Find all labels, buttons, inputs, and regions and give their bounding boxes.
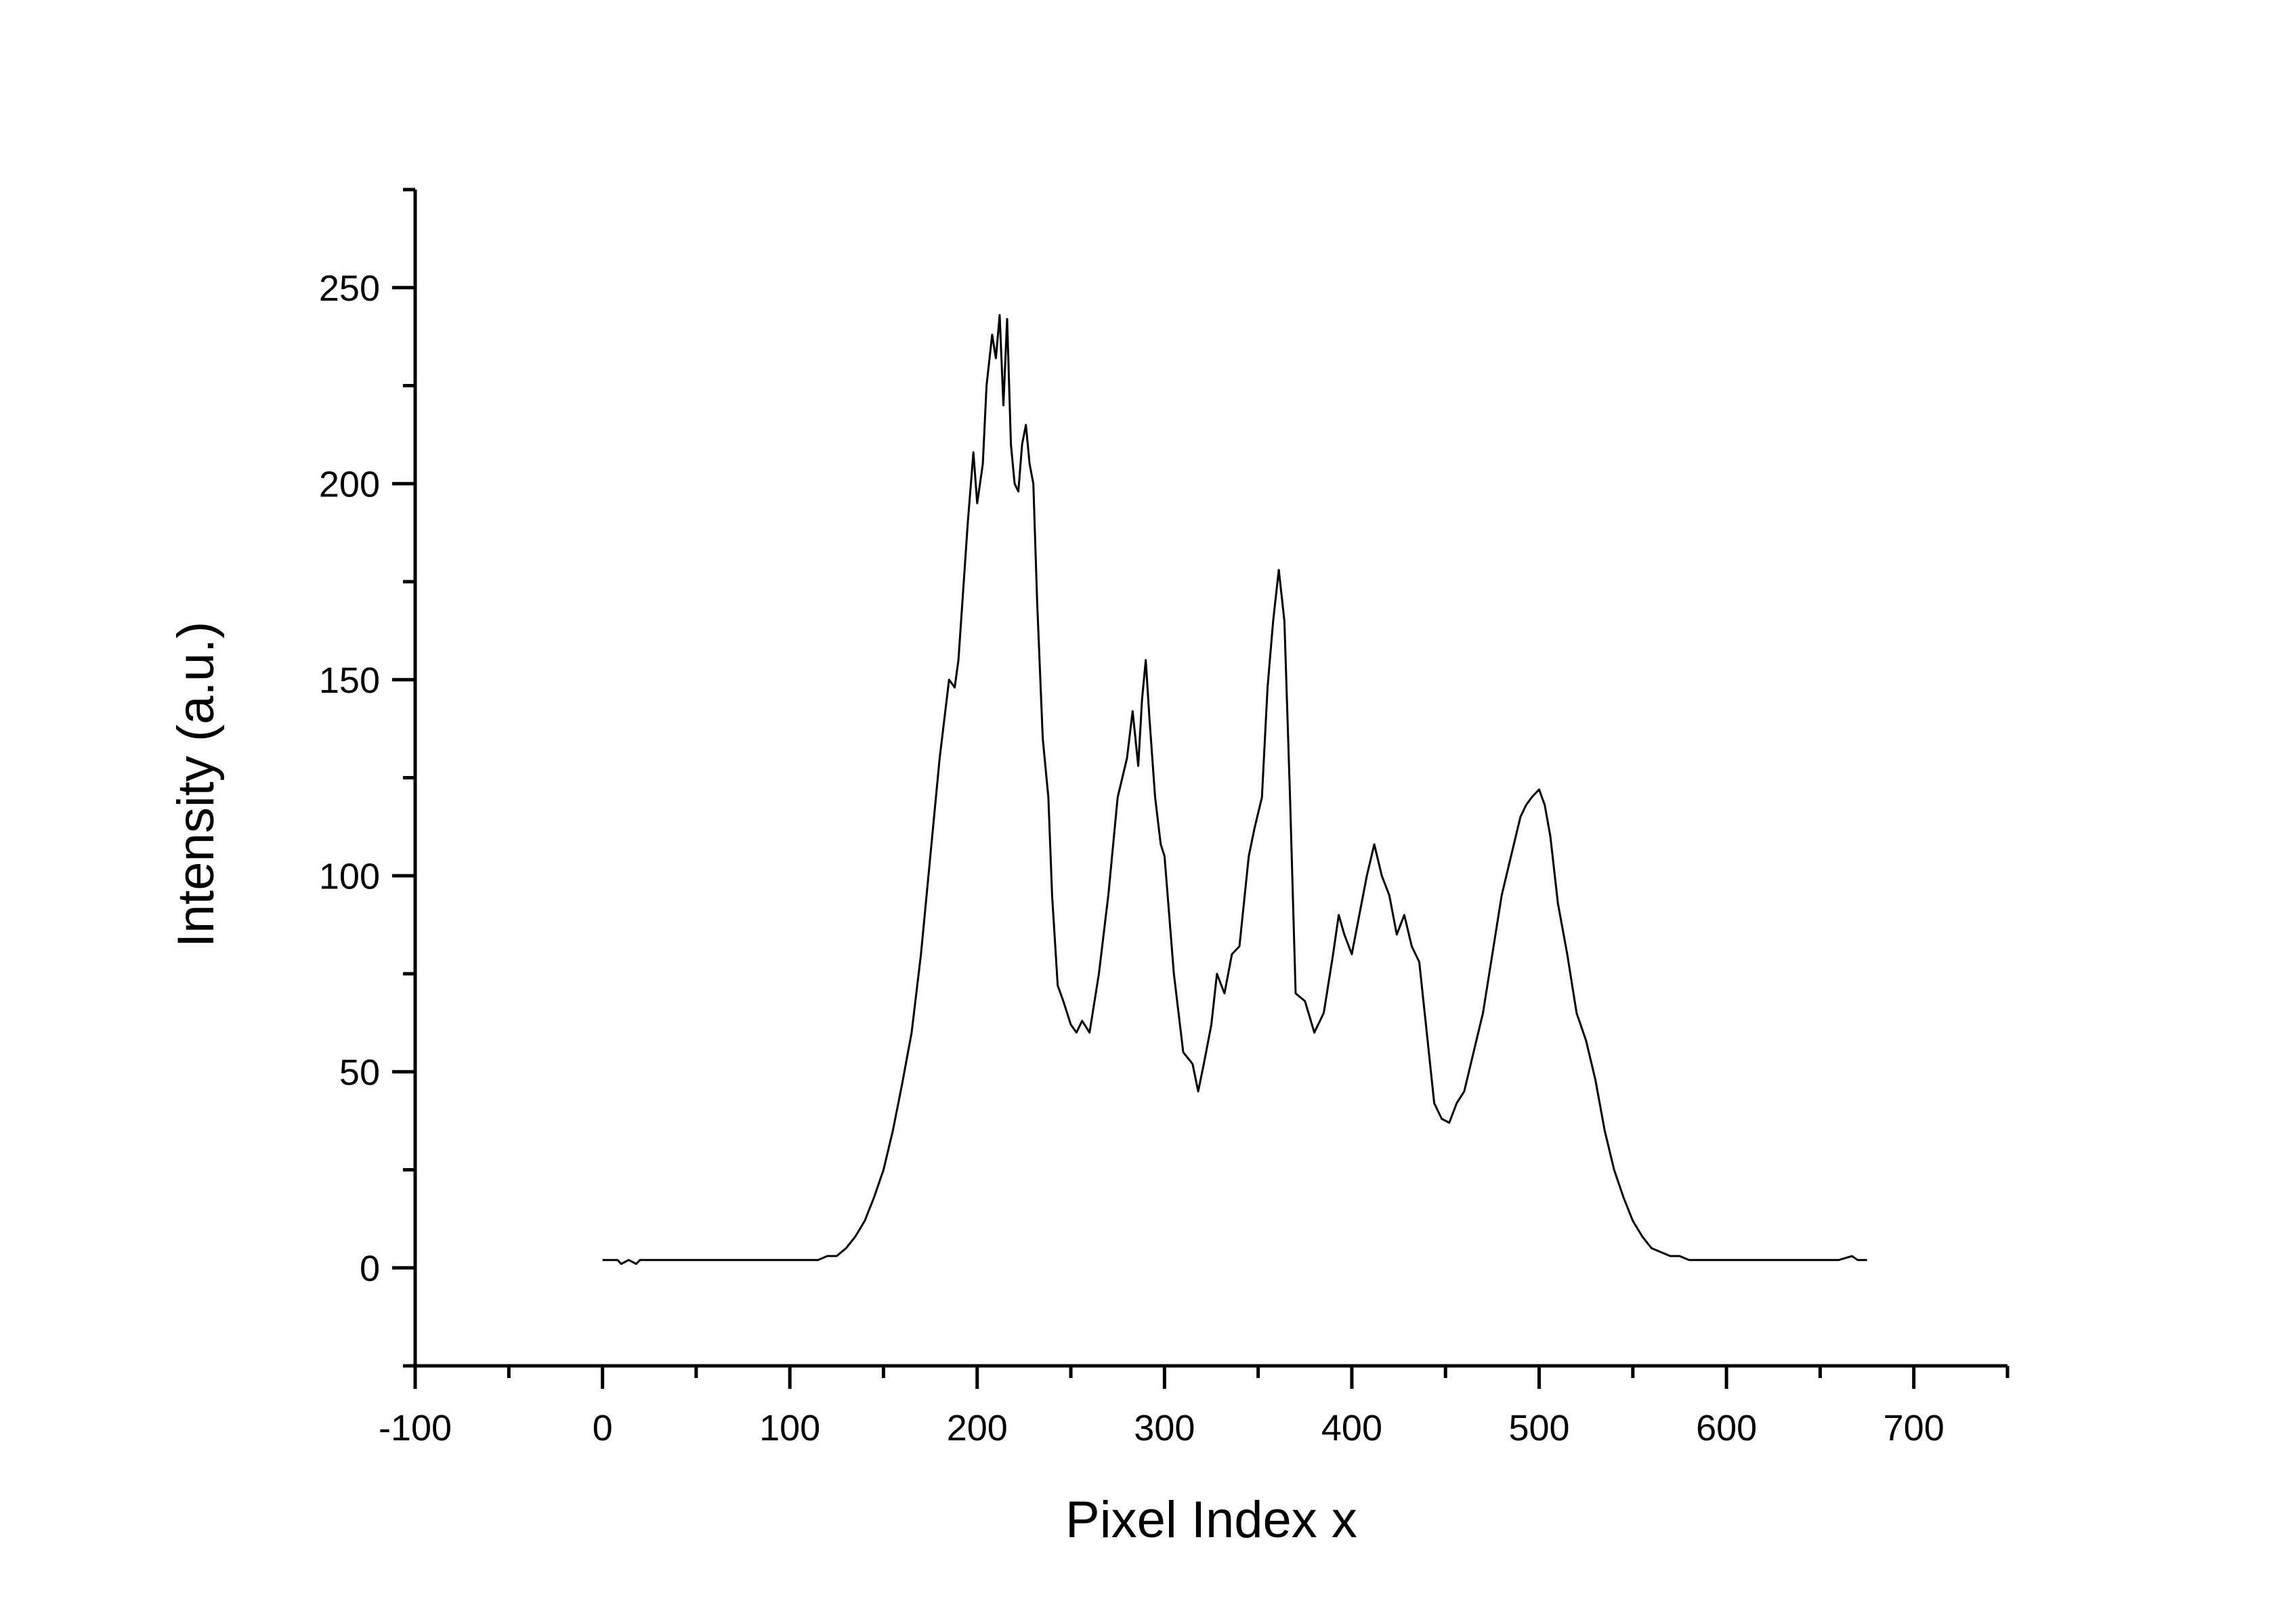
y-axis-label: Intensity (a.u.) [167,622,225,948]
x-tick-label: 0 [593,1408,613,1448]
y-tick-label: 100 [319,856,380,897]
x-tick-label: -100 [379,1408,452,1448]
x-axis-label: Pixel Index x [1065,1491,1357,1549]
y-tick-label: 250 [319,268,380,309]
y-tick-label: 50 [339,1052,380,1093]
y-tick-label: 150 [319,660,380,701]
x-tick-label: 300 [1134,1408,1195,1448]
x-tick-label: 600 [1696,1408,1757,1448]
x-tick-label: 700 [1884,1408,1944,1448]
intensity-series-line [602,314,1867,1265]
series-layer [602,314,1867,1265]
x-ticks: -100 0 100 200 300 400 500 600 700 [379,1366,2010,1448]
y-ticks: 0 50 100 150 200 250 [319,188,415,1368]
x-tick-label: 500 [1508,1408,1569,1448]
x-tick-label: 100 [759,1408,820,1448]
y-tick-label: 0 [360,1248,380,1289]
axes [413,190,2007,1368]
x-tick-label: 400 [1321,1408,1382,1448]
y-tick-label: 200 [319,464,380,504]
x-tick-label: 200 [947,1408,1008,1448]
